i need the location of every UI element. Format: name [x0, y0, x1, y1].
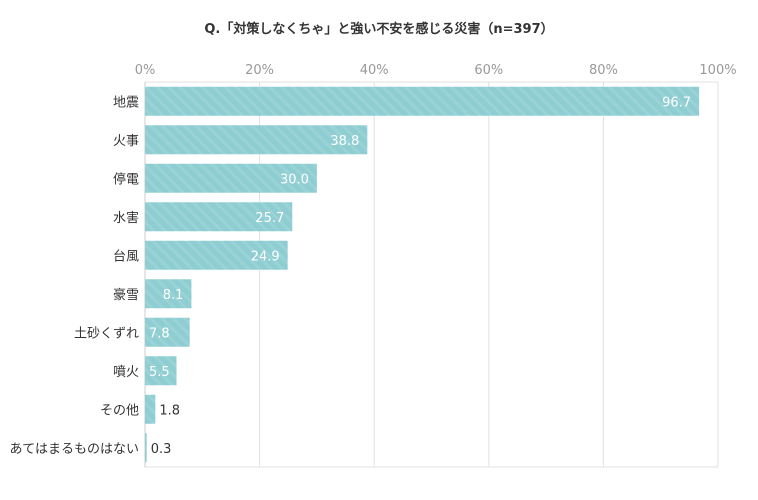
- chart-title: Q.「対策しなくちゃ」と強い不安を感じる災害（n=397）: [204, 22, 554, 37]
- data-label: 24.9: [251, 249, 280, 264]
- bar: [145, 317, 190, 347]
- data-label: 38.8: [330, 134, 359, 149]
- data-label: 30.0: [280, 172, 309, 187]
- data-label: 25.7: [255, 211, 284, 226]
- data-label: 0.3: [151, 442, 172, 457]
- bar: [145, 433, 147, 463]
- category-label: 豪雪: [113, 287, 139, 303]
- bar: [145, 356, 177, 386]
- data-label: 96.7: [662, 95, 691, 110]
- x-axis: 0% 20% 40% 60% 80% 100%: [135, 63, 737, 78]
- bar: [145, 240, 288, 270]
- bar: [145, 86, 700, 116]
- category-label: 地震: [113, 95, 139, 110]
- bar: [145, 163, 317, 193]
- data-label: 5.5: [149, 365, 170, 380]
- category-label: 台風: [113, 249, 139, 264]
- bars: [145, 86, 700, 463]
- x-tick-label: 0%: [135, 63, 156, 78]
- category-label: あてはまるものはない: [10, 442, 139, 457]
- x-tick-label: 20%: [245, 63, 274, 78]
- bar: [145, 279, 192, 309]
- bar: [145, 394, 156, 424]
- category-label: 噴火: [113, 365, 139, 380]
- x-tick-label: 40%: [360, 63, 389, 78]
- bar: [145, 202, 293, 232]
- category-label: 停電: [113, 171, 139, 187]
- category-label: 水害: [113, 210, 139, 226]
- x-tick-label: 60%: [474, 63, 503, 78]
- category-label: 土砂くずれ: [74, 326, 139, 341]
- category-label: その他: [100, 403, 139, 418]
- x-tick-label: 100%: [699, 63, 736, 78]
- category-label: 火事: [113, 134, 139, 149]
- data-label: 1.8: [159, 403, 180, 418]
- bar: [145, 125, 368, 155]
- data-label: 7.8: [149, 326, 170, 341]
- data-labels: 96.7 38.8 30.0 25.7 24.9 8.1 7.8 5.5 1.8 0.3: [149, 95, 691, 457]
- data-label: 8.1: [163, 288, 184, 303]
- x-tick-label: 80%: [589, 63, 618, 78]
